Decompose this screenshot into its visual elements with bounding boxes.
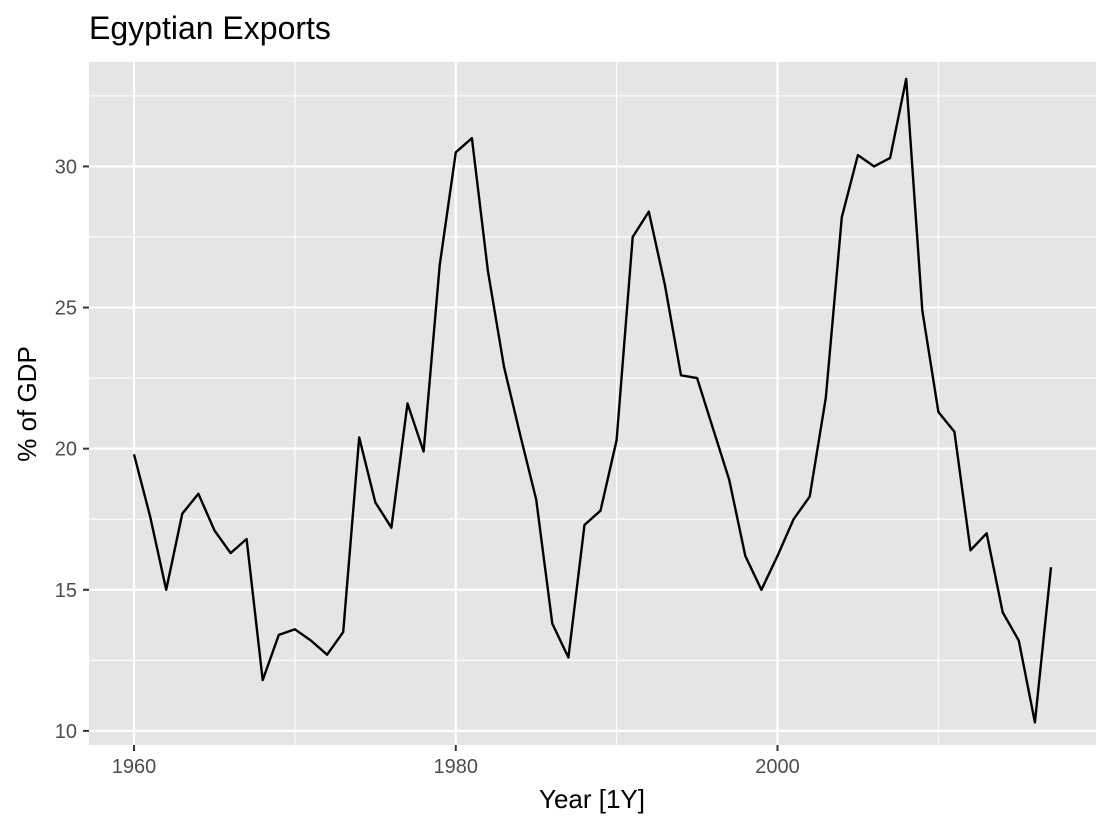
y-axis-title: % of GDP (12, 346, 42, 462)
y-tick-label: 30 (55, 156, 77, 178)
y-axis: 10 15 20 25 30 (55, 156, 89, 743)
x-axis: 1960 1980 2000 (112, 745, 800, 778)
x-tick-label: 1980 (434, 756, 479, 778)
y-tick-label: 25 (55, 298, 77, 320)
major-gridlines (89, 62, 1096, 745)
y-tick-label: 15 (55, 580, 77, 602)
y-tick-label: 10 (55, 721, 77, 743)
x-tick-label: 1960 (112, 756, 157, 778)
plot-panel (89, 62, 1096, 745)
chart-title: Egyptian Exports (89, 10, 331, 46)
y-tick-label: 20 (55, 439, 77, 461)
x-axis-title: Year [1Y] (539, 784, 645, 814)
x-tick-label: 2000 (755, 756, 800, 778)
series-line (132, 77, 1053, 724)
